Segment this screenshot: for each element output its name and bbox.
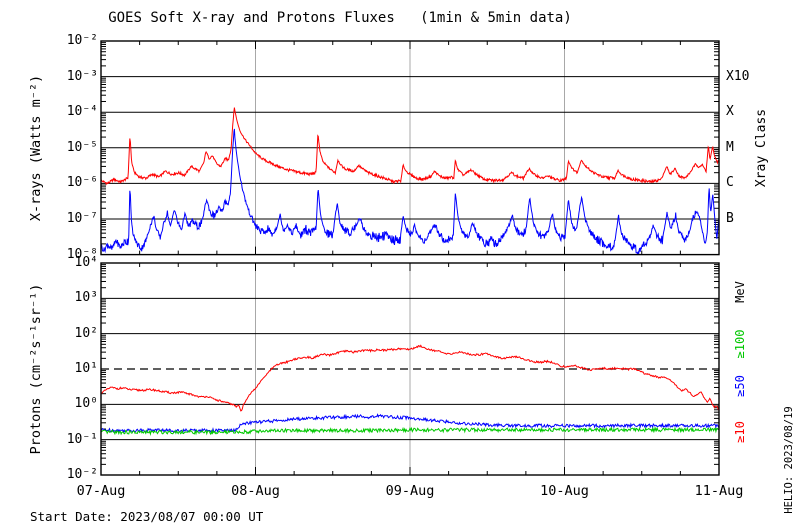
xray-class-X10: X10: [726, 68, 750, 84]
xray-class-X: X: [726, 104, 734, 120]
xray-short-0.05-0.4nm-curve: [101, 128, 719, 255]
date-label-08-Aug: 08-Aug: [231, 483, 280, 499]
date-label-09-Aug: 09-Aug: [385, 483, 435, 499]
protons-ge-50MeV-curve: [101, 413, 719, 434]
proton-energy-label-≥10: ≥10: [733, 421, 747, 443]
xray-ytick-10⁻⁷: 10⁻⁷: [66, 211, 98, 226]
proton-energy-label-≥50: ≥50: [733, 375, 747, 397]
start-date-label: Start Date: 2023/08/07 00:00 UT: [30, 509, 264, 524]
date-label-07-Aug: 07-Aug: [76, 483, 126, 499]
proton-mev-axis-title: MeV: [733, 281, 747, 303]
xray-ytick-10⁻³: 10⁻³: [66, 68, 98, 84]
xray-class-axis-title: Xray Class: [754, 108, 769, 188]
proton-ytick-10³: 10³: [74, 290, 98, 306]
protons-ge-100MeV-curve: [101, 426, 719, 436]
proton-ytick-10²: 10²: [74, 325, 98, 341]
proton-ytick-10¹: 10¹: [74, 360, 98, 376]
proton-energy-label-≥100: ≥100: [733, 329, 747, 359]
credit-stamp: HELIO: 2023/08/19: [783, 406, 795, 514]
xray-class-M: M: [726, 139, 734, 155]
xray-class-C: C: [726, 175, 734, 191]
proton-ytick-10⁻¹: 10⁻¹: [66, 431, 98, 447]
xray-ytick-10⁻⁸: 10⁻⁸: [66, 246, 98, 262]
protons-ge-10MeV-curve: [101, 344, 719, 412]
proton-y-axis-label: Protons (cm⁻²s⁻¹sr⁻¹): [28, 283, 44, 455]
chart-title: GOES Soft X-ray and Protons Fluxes (1min…: [108, 10, 572, 26]
proton-ytick-10⁴: 10⁴: [74, 255, 98, 270]
proton-ytick-10⁻²: 10⁻²: [66, 466, 98, 482]
proton-ytick-10⁰: 10⁰: [74, 396, 98, 412]
xray-ytick-10⁻⁴: 10⁻⁴: [66, 104, 98, 120]
xray-y-axis-label: X-rays (Watts m⁻²): [28, 74, 44, 222]
xray-long-0.1-0.8nm-curve: [101, 107, 719, 186]
date-label-11-Aug: 11-Aug: [694, 483, 744, 499]
xray-class-B: B: [726, 211, 734, 226]
xray-ytick-10⁻²: 10⁻²: [66, 33, 98, 48]
xray-ytick-10⁻⁶: 10⁻⁶: [66, 175, 98, 191]
xray-ytick-10⁻⁵: 10⁻⁵: [66, 139, 98, 155]
date-label-10-Aug: 10-Aug: [540, 483, 589, 499]
